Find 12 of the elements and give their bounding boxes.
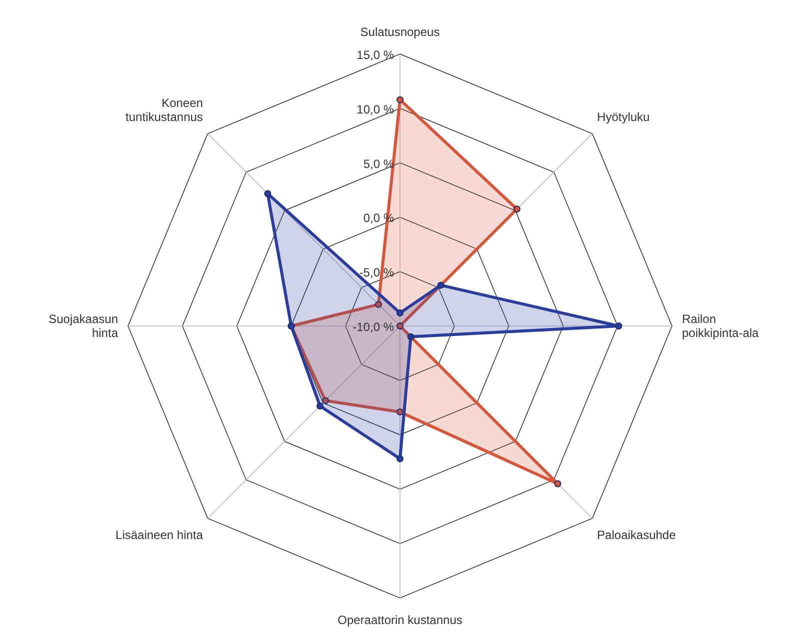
y-tick-label: -10,0 %: [352, 320, 394, 334]
spoke-label: Lisäaineen hinta: [116, 528, 204, 542]
spoke-label: Railon poikkipinta-ala: [682, 312, 760, 340]
spoke-label: Koneen tuntikustannus: [126, 96, 203, 124]
y-tick-label: 10,0 %: [356, 102, 394, 116]
y-tick-label: -5,0 %: [359, 266, 394, 280]
spoke-label: Sulatusnopeus: [360, 25, 440, 39]
spoke-label: Suojakaasun hinta: [48, 312, 118, 340]
spoke-label: Hyötyluku: [597, 110, 650, 124]
spoke-label: Operaattorin kustannus: [338, 613, 462, 627]
spoke-label: Paloaikasuhde: [597, 528, 676, 542]
y-tick-label: 15,0 %: [356, 48, 394, 62]
